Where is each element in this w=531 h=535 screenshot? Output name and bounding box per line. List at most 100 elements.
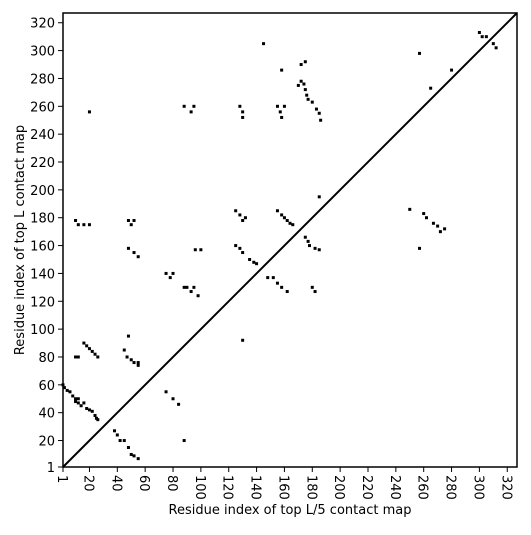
contact-point: [306, 97, 310, 101]
contact-point: [282, 216, 286, 220]
contact-point: [189, 290, 193, 294]
contact-point: [303, 60, 307, 64]
contact-point: [168, 276, 172, 280]
contact-point: [317, 195, 321, 199]
contact-point: [238, 246, 242, 250]
contact-point: [314, 107, 318, 111]
contact-point: [234, 209, 238, 213]
contact-point: [185, 285, 189, 289]
y-tick-label: 300: [30, 45, 55, 60]
contact-point: [241, 338, 245, 342]
contact-point: [248, 257, 252, 261]
contact-point: [303, 88, 307, 92]
contact-point: [303, 235, 307, 239]
contact-point: [282, 104, 286, 108]
contact-point: [408, 207, 412, 211]
contact-point: [266, 276, 270, 280]
contact-point: [85, 407, 89, 411]
contact-point: [494, 46, 498, 50]
contact-point: [82, 223, 86, 227]
contact-point: [132, 251, 136, 255]
y-tick-label: 260: [30, 100, 55, 115]
contact-point: [126, 334, 130, 338]
y-tick-label: 200: [30, 184, 55, 199]
contact-point: [422, 212, 426, 216]
contact-point: [275, 281, 279, 285]
contact-point: [76, 223, 80, 227]
contact-point: [238, 213, 242, 217]
contact-point: [193, 248, 197, 252]
y-tick-label: 280: [30, 72, 55, 87]
contact-point: [438, 230, 442, 234]
x-tick-label: 260: [415, 475, 430, 500]
contact-point: [319, 118, 323, 122]
contact-point: [76, 397, 80, 401]
contact-point: [79, 404, 83, 408]
contact-point: [76, 401, 80, 405]
contact-point: [74, 400, 78, 404]
contact-point: [431, 221, 435, 225]
contact-point: [115, 433, 119, 437]
contact-point: [306, 239, 310, 243]
contact-point: [477, 30, 481, 34]
contact-point: [76, 355, 80, 359]
contact-point: [418, 246, 422, 250]
contact-point: [307, 244, 311, 248]
y-axis-label: Residue index of top L contact map: [13, 125, 28, 355]
contact-point: [68, 390, 72, 394]
contact-point: [480, 35, 484, 39]
y-tick-label: 160: [30, 240, 55, 255]
contact-point: [234, 244, 238, 248]
contact-point: [491, 42, 495, 46]
contact-point: [241, 115, 245, 119]
contact-point: [450, 68, 454, 72]
contact-point: [62, 386, 66, 390]
contact-point: [275, 209, 279, 213]
contact-point: [484, 35, 488, 39]
contact-point: [126, 219, 130, 223]
contact-point: [436, 224, 440, 228]
contact-point: [164, 271, 168, 275]
contact-point: [122, 348, 126, 352]
contact-point: [199, 248, 203, 252]
contact-point: [129, 452, 133, 456]
x-tick-label: 300: [470, 475, 485, 500]
contact-point: [82, 341, 86, 345]
contact-point: [280, 213, 284, 217]
contact-point: [278, 110, 282, 114]
contact-point: [313, 246, 317, 250]
contact-point: [418, 51, 422, 55]
y-tick-label: 80: [38, 351, 55, 366]
x-tick-label: 240: [387, 475, 402, 500]
x-tick-label: 40: [108, 475, 123, 492]
contact-point: [182, 285, 186, 289]
x-tick-label: 60: [136, 475, 151, 492]
contact-point: [61, 383, 65, 387]
contact-point: [90, 349, 94, 353]
contact-point: [177, 402, 181, 406]
x-tick-label: 100: [192, 475, 207, 500]
contact-point: [136, 361, 140, 365]
y-tick-label: 180: [30, 212, 55, 227]
contact-point: [310, 100, 314, 104]
contact-point: [132, 361, 136, 365]
y-tick-label: 320: [30, 17, 55, 32]
contact-point: [252, 260, 256, 264]
y-tick-label: 120: [30, 295, 55, 310]
x-tick-label: 120: [220, 475, 235, 500]
contact-point: [93, 413, 97, 417]
contact-point: [255, 262, 259, 266]
contact-point: [243, 216, 247, 220]
contact-point: [305, 93, 309, 97]
contact-point: [443, 227, 447, 231]
contact-point: [74, 397, 78, 401]
contact-point: [90, 409, 94, 413]
contact-point: [291, 223, 295, 227]
contact-point: [96, 355, 100, 359]
contact-point: [424, 216, 428, 220]
contact-point: [87, 110, 91, 114]
contact-point: [129, 358, 133, 362]
contact-point: [182, 439, 186, 443]
contact-point: [85, 344, 89, 348]
contact-point: [136, 457, 140, 461]
